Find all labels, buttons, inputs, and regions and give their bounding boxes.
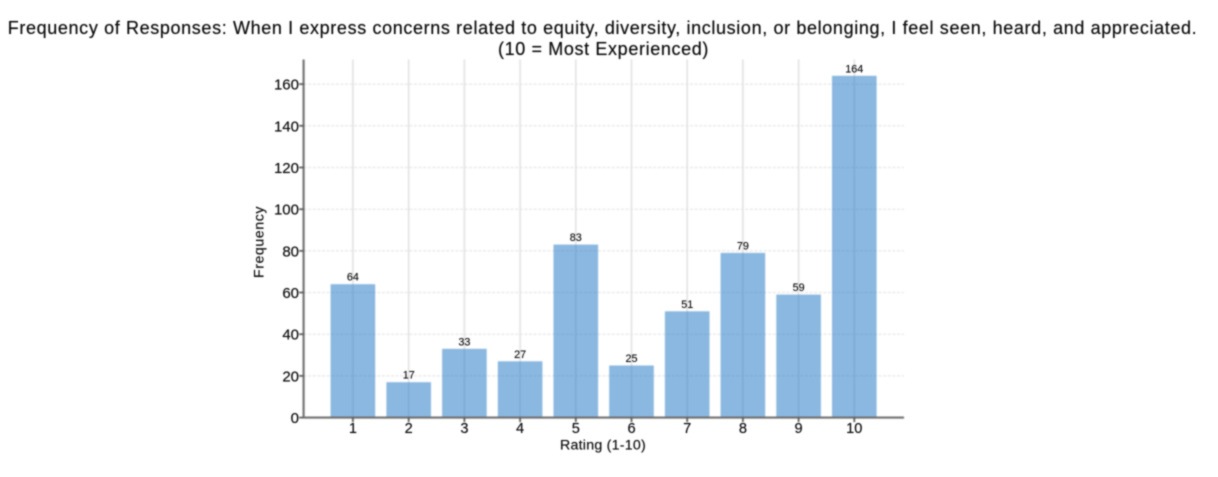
svg-text:8: 8 bbox=[739, 421, 747, 437]
svg-text:79: 79 bbox=[737, 240, 749, 252]
svg-text:1: 1 bbox=[349, 421, 357, 437]
svg-text:9: 9 bbox=[795, 421, 803, 437]
svg-text:8: 8 bbox=[739, 421, 747, 437]
svg-text:25: 25 bbox=[625, 353, 637, 365]
svg-text:100: 100 bbox=[274, 202, 299, 219]
svg-text:2: 2 bbox=[405, 421, 413, 437]
svg-text:Frequency: Frequency bbox=[252, 206, 268, 278]
svg-text:59: 59 bbox=[793, 282, 805, 294]
svg-text:51: 51 bbox=[681, 299, 693, 311]
svg-text:4: 4 bbox=[516, 421, 524, 437]
svg-text:64: 64 bbox=[347, 272, 359, 284]
svg-text:120: 120 bbox=[274, 160, 299, 177]
svg-text:160: 160 bbox=[274, 77, 299, 94]
svg-text:Frequency of Responses: When I: Frequency of Responses: When I express c… bbox=[8, 18, 1198, 38]
svg-text:59: 59 bbox=[793, 282, 805, 294]
svg-text:20: 20 bbox=[282, 368, 299, 385]
svg-text:83: 83 bbox=[570, 232, 582, 244]
svg-text:79: 79 bbox=[737, 240, 749, 252]
svg-text:(10 = Most Experienced): (10 = Most Experienced) bbox=[498, 39, 709, 59]
svg-text:6: 6 bbox=[627, 421, 635, 437]
svg-text:9: 9 bbox=[795, 421, 803, 437]
svg-text:0: 0 bbox=[291, 410, 299, 427]
svg-text:51: 51 bbox=[681, 299, 693, 311]
svg-text:164: 164 bbox=[845, 63, 863, 75]
svg-text:Rating (1-10): Rating (1-10) bbox=[560, 438, 646, 454]
svg-text:60: 60 bbox=[282, 285, 299, 302]
svg-text:5: 5 bbox=[572, 421, 580, 437]
svg-text:Frequency: Frequency bbox=[252, 206, 268, 278]
svg-text:140: 140 bbox=[274, 118, 299, 135]
svg-text:0: 0 bbox=[291, 410, 299, 427]
svg-text:160: 160 bbox=[274, 77, 299, 94]
svg-text:100: 100 bbox=[274, 202, 299, 219]
svg-text:7: 7 bbox=[683, 421, 691, 437]
svg-text:3: 3 bbox=[460, 421, 468, 437]
svg-text:25: 25 bbox=[625, 353, 637, 365]
svg-text:5: 5 bbox=[572, 421, 580, 437]
svg-text:80: 80 bbox=[282, 243, 299, 260]
svg-text:1: 1 bbox=[349, 421, 357, 437]
svg-text:10: 10 bbox=[846, 421, 862, 437]
svg-text:3: 3 bbox=[460, 421, 468, 437]
svg-text:83: 83 bbox=[570, 232, 582, 244]
svg-text:140: 140 bbox=[274, 118, 299, 135]
svg-text:20: 20 bbox=[282, 368, 299, 385]
svg-text:64: 64 bbox=[347, 272, 359, 284]
svg-text:7: 7 bbox=[683, 421, 691, 437]
svg-text:80: 80 bbox=[282, 243, 299, 260]
svg-text:Frequency of Responses: When I: Frequency of Responses: When I express c… bbox=[8, 18, 1198, 38]
svg-text:4: 4 bbox=[516, 421, 524, 437]
svg-text:40: 40 bbox=[282, 327, 299, 344]
svg-text:10: 10 bbox=[846, 421, 862, 437]
svg-text:164: 164 bbox=[845, 63, 863, 75]
svg-text:33: 33 bbox=[458, 336, 470, 348]
svg-text:40: 40 bbox=[282, 327, 299, 344]
svg-text:6: 6 bbox=[627, 421, 635, 437]
svg-text:2: 2 bbox=[405, 421, 413, 437]
svg-text:(10 = Most Experienced): (10 = Most Experienced) bbox=[498, 39, 709, 59]
svg-text:27: 27 bbox=[514, 349, 526, 361]
svg-text:17: 17 bbox=[403, 370, 415, 382]
svg-text:27: 27 bbox=[514, 349, 526, 361]
svg-text:33: 33 bbox=[458, 336, 470, 348]
svg-text:60: 60 bbox=[282, 285, 299, 302]
svg-text:17: 17 bbox=[403, 370, 415, 382]
svg-text:Rating (1-10): Rating (1-10) bbox=[560, 438, 646, 454]
svg-text:120: 120 bbox=[274, 160, 299, 177]
